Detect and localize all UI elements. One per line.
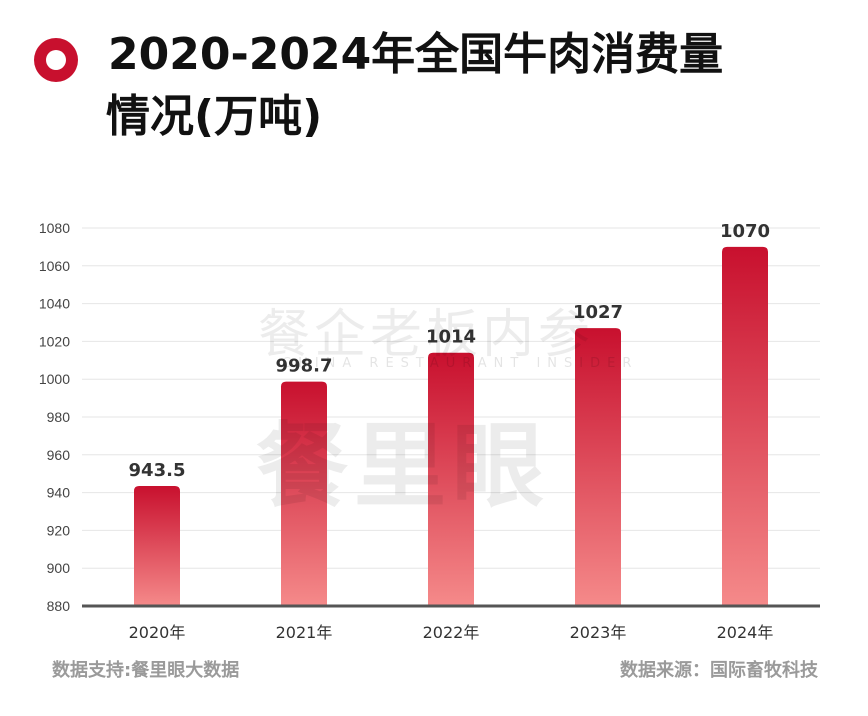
- bar-value-label: 998.7: [276, 356, 333, 377]
- chart-title-line2: 情况(万吨): [106, 91, 323, 142]
- x-tick-label: 2024年: [717, 623, 774, 642]
- watermark-brand-english: CHINA RESTAURANT INSIDER: [282, 356, 639, 371]
- bar-1: [134, 485, 180, 606]
- x-tick-label: 2023年: [570, 623, 627, 642]
- bar-value-label: 1014: [426, 327, 476, 348]
- x-tick-label: 2020年: [129, 623, 186, 642]
- y-tick-label: 880: [47, 598, 71, 614]
- y-tick-label: 1040: [39, 296, 70, 312]
- chart-title: 2020-2024年全国牛肉消费量 情况(万吨): [106, 24, 848, 148]
- bar-2: [281, 381, 327, 606]
- bars: [134, 246, 768, 606]
- y-tick-label: 1080: [39, 220, 70, 236]
- x-axis-tick-labels: 2020年 2021年 2022年 2023年 2024年: [129, 623, 774, 642]
- bar-5: [722, 246, 768, 606]
- y-tick-label: 920: [47, 522, 71, 538]
- y-tick-label: 1060: [39, 258, 70, 274]
- y-tick-label: 960: [47, 447, 71, 463]
- y-tick-label: 1000: [39, 371, 70, 387]
- bar-4: [575, 328, 621, 606]
- y-tick-label: 1020: [39, 333, 70, 349]
- bar-value-label: 1070: [720, 221, 770, 242]
- y-axis-tick-labels: 880 900 920 940 960 980 1000 1020 1040 1060 1080: [39, 220, 70, 614]
- y-tick-label: 900: [47, 560, 71, 576]
- watermark-logo-text: 餐里眼: [256, 413, 551, 520]
- chart-title-line1: 2020-2024年全国牛肉消费量: [108, 29, 724, 80]
- y-tick-label: 940: [47, 485, 71, 501]
- bar-value-label: 943.5: [129, 460, 186, 481]
- title-bullet-icon: [34, 38, 78, 82]
- bar-value-labels: 943.5 998.7 1014 1027 1070: [129, 221, 771, 481]
- y-tick-label: 980: [47, 409, 71, 425]
- bar-3: [428, 352, 474, 606]
- x-tick-label: 2021年: [276, 623, 333, 642]
- footer-data-source: 数据来源：国际畜牧科技: [620, 660, 818, 681]
- x-tick-label: 2022年: [423, 623, 480, 642]
- watermark-brand: 餐企老板内参: [258, 305, 595, 365]
- footer-data-support: 数据支持:餐里眼大数据: [52, 660, 240, 681]
- bar-value-label: 1027: [573, 302, 623, 323]
